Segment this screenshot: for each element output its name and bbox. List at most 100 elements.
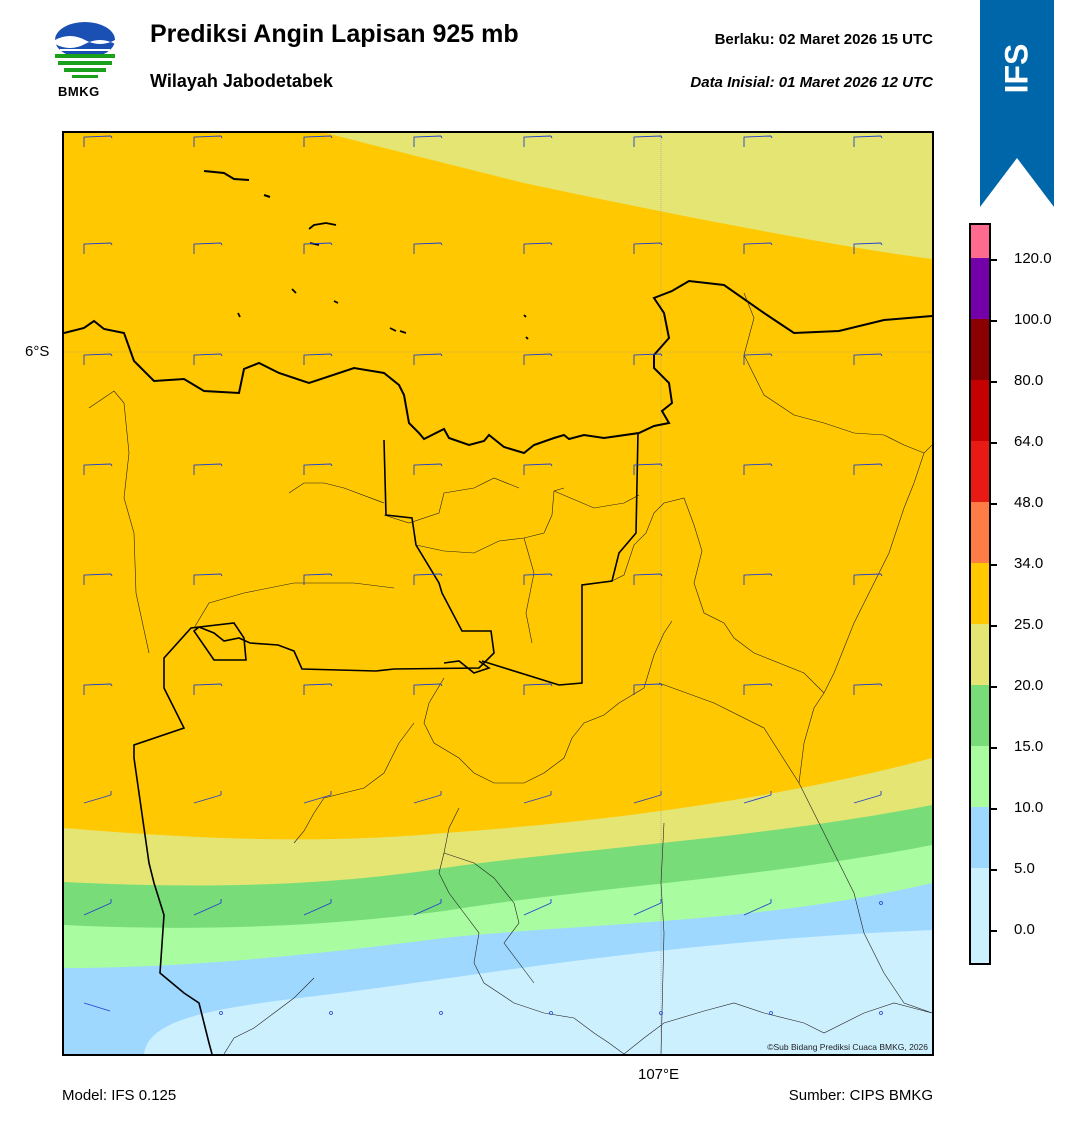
wind-barb xyxy=(193,791,222,804)
colorbar-tick-label: 120.0 xyxy=(1014,250,1052,267)
colorbar-tick-mark xyxy=(991,808,997,810)
model-label: Model: IFS 0.125 xyxy=(62,1087,177,1104)
bmkg-logo xyxy=(52,20,118,84)
wind-barb xyxy=(83,135,113,147)
colorbar-tick-mark xyxy=(991,869,997,871)
colorbar-tick-label: 15.0 xyxy=(1014,738,1044,755)
copyright: ©Sub Bidang Prediksi Cuaca BMKG, 2026 xyxy=(767,1042,928,1052)
wind-barb xyxy=(413,573,443,585)
wind-barb xyxy=(193,899,222,916)
colorbar-tick-mark xyxy=(991,686,997,688)
colorbar-tick-mark xyxy=(991,625,997,627)
wind-barb xyxy=(633,899,662,916)
wind-map: ©Sub Bidang Prediksi Cuaca BMKG, 2026 xyxy=(62,131,934,1056)
wind-barb xyxy=(523,463,553,475)
colorbar-tick-label: 20.0 xyxy=(1014,677,1044,694)
map-subtitle: Wilayah Jabodetabek xyxy=(150,71,333,91)
wind-barb xyxy=(853,242,883,254)
wind-barb xyxy=(193,573,223,585)
wind-barb xyxy=(303,683,333,695)
wind-barb xyxy=(193,463,223,475)
ifs-badge xyxy=(980,0,1054,208)
wind-barb xyxy=(743,573,773,585)
wind-barb xyxy=(853,791,882,804)
colorbar-tick-mark xyxy=(991,259,997,261)
wind-barb xyxy=(633,353,663,365)
wind-barb xyxy=(83,573,113,585)
colorbar-segment xyxy=(971,685,989,746)
wind-barb xyxy=(193,242,223,254)
colorbar-tick-label: 34.0 xyxy=(1014,555,1044,572)
wind-barb xyxy=(303,463,333,475)
wind-barb xyxy=(523,683,553,695)
lon-label: 107°E xyxy=(638,1066,680,1083)
wind-barb xyxy=(303,353,333,365)
lat-label: 6°S xyxy=(25,343,50,360)
colorbar-tick-label: 64.0 xyxy=(1014,433,1044,450)
colorbar-segment xyxy=(971,380,989,441)
wind-barb xyxy=(83,683,113,695)
wind-barb xyxy=(523,353,553,365)
colorbar-tick-label: 25.0 xyxy=(1014,616,1044,633)
wind-barb xyxy=(743,899,772,916)
wind-barb xyxy=(413,242,443,254)
valid-time: Berlaku: 02 Maret 2026 15 UTC xyxy=(714,31,933,48)
wind-barb xyxy=(413,135,443,147)
colorbar-tick-label: 48.0 xyxy=(1014,494,1044,511)
colorbar-tick-mark xyxy=(991,747,997,749)
colorbar-tick-label: 5.0 xyxy=(1014,860,1035,877)
logo-text: BMKG xyxy=(58,84,100,99)
wind-barb xyxy=(743,683,773,695)
wind-barb xyxy=(83,463,113,475)
wind-barb xyxy=(743,135,773,147)
wind-barb xyxy=(83,353,113,365)
wind-barb xyxy=(633,242,663,254)
wind-barb xyxy=(413,899,442,916)
wind-barb xyxy=(523,242,553,254)
wind-barb xyxy=(303,899,332,916)
wind-barb xyxy=(303,573,333,585)
source-label: Sumber: CIPS BMKG xyxy=(788,1087,933,1104)
init-time: Data Inisial: 01 Maret 2026 12 UTC xyxy=(690,74,933,91)
wind-barb xyxy=(83,791,112,804)
wind-barb xyxy=(193,135,223,147)
colorbar-segment xyxy=(971,807,989,868)
wind-barb xyxy=(413,683,443,695)
colorbar-segment xyxy=(971,258,989,319)
colorbar-tick-mark xyxy=(991,564,997,566)
wind-barb xyxy=(193,683,223,695)
colorbar-tick-label: 10.0 xyxy=(1014,799,1044,816)
wind-barb xyxy=(83,899,112,916)
wind-barb xyxy=(743,353,773,365)
colorbar-segment xyxy=(971,502,989,563)
colorbar-tick-mark xyxy=(991,503,997,505)
colorbar-tick-mark xyxy=(991,930,997,932)
wind-barb xyxy=(413,463,443,475)
colorbar-segment xyxy=(971,441,989,502)
colorbar-tick-label: 0.0 xyxy=(1014,921,1035,938)
colorbar-segment xyxy=(971,868,989,963)
colorbar-tick-mark xyxy=(991,381,997,383)
wind-barb xyxy=(633,135,663,147)
colorbar-segment xyxy=(971,746,989,807)
colorbar-segment xyxy=(971,563,989,624)
wind-barb xyxy=(853,135,883,147)
wind-barb xyxy=(413,791,442,804)
colorbar-tick-label: 100.0 xyxy=(1014,311,1052,328)
colorbar-tick-label: 80.0 xyxy=(1014,372,1044,389)
wind-barb xyxy=(413,353,443,365)
wind-barb xyxy=(633,791,662,804)
wind-barb xyxy=(633,463,663,475)
wind-barb xyxy=(853,683,883,695)
colorbar-segment xyxy=(971,319,989,380)
wind-barb xyxy=(303,242,333,254)
ifs-label: IFS xyxy=(998,43,1035,93)
wind-barb xyxy=(633,573,663,585)
ifs-badge-text: IFS xyxy=(987,38,1047,98)
map-title: Prediksi Angin Lapisan 925 mb xyxy=(150,20,519,48)
wind-barb xyxy=(83,1002,111,1012)
colorbar-segment xyxy=(971,624,989,685)
colorbar-tick-mark xyxy=(991,442,997,444)
wind-barb xyxy=(303,135,333,147)
wind-barb xyxy=(853,353,883,365)
